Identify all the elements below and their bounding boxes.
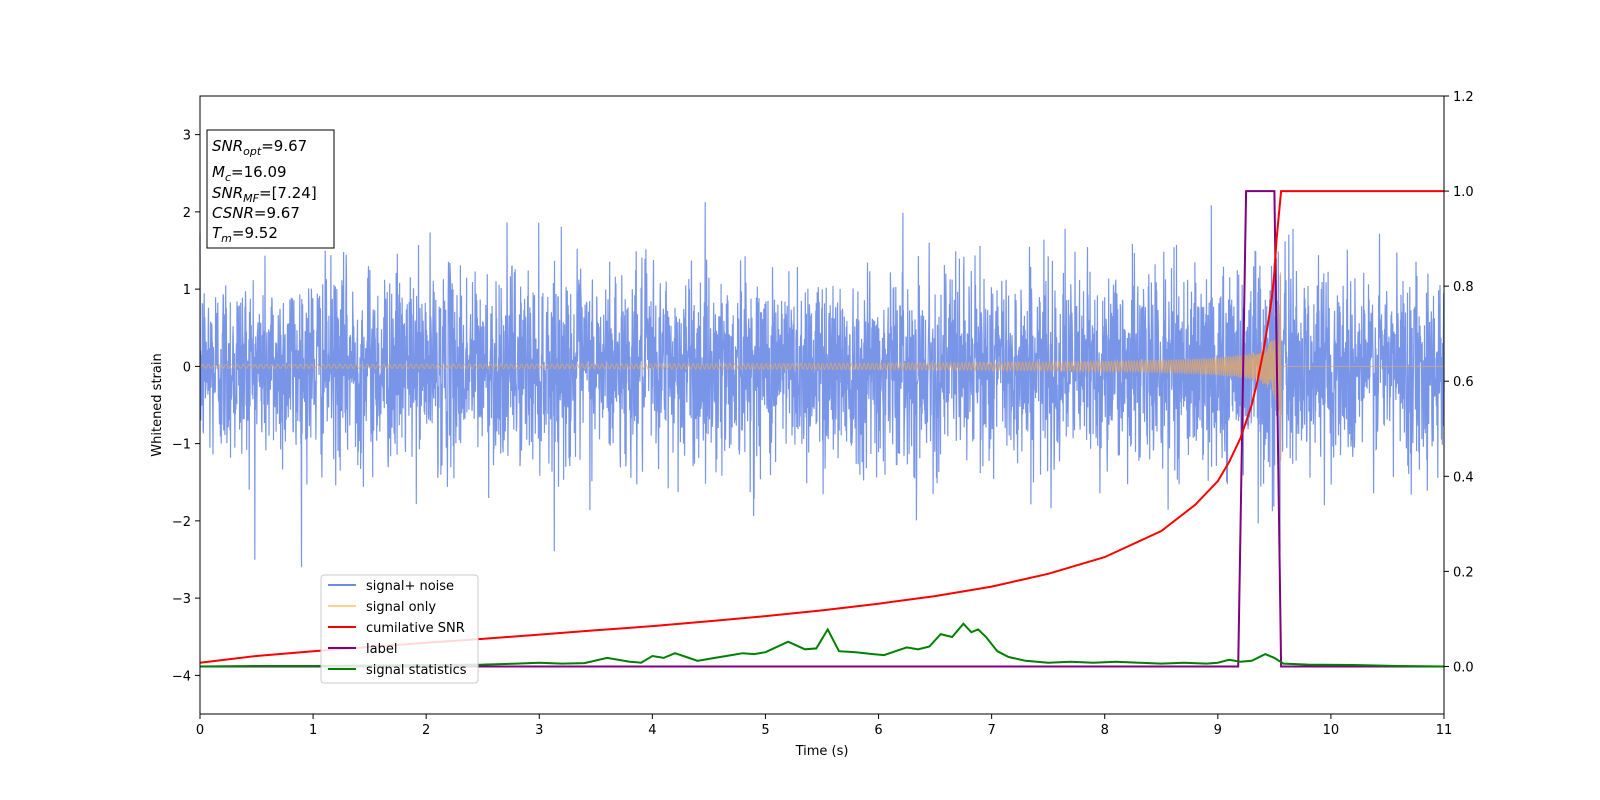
stats-box: SNRopt=9.67 Mc=16.09 SNRMF=[7.24] CSNR=9… bbox=[206, 129, 335, 249]
x-tick-label: 4 bbox=[648, 723, 656, 738]
series-signal-statistics bbox=[199, 622, 1445, 668]
series-cumulative-snr bbox=[199, 190, 1444, 664]
x-tick-label: 10 bbox=[1323, 723, 1340, 738]
x-tick-label: 1 bbox=[309, 723, 317, 738]
y-left-tick-label: −2 bbox=[172, 515, 191, 530]
stats-snr-opt-sub: opt bbox=[243, 145, 262, 158]
x-tick-label: 0 bbox=[196, 723, 204, 738]
stats-snr-mf-main: SNR bbox=[212, 184, 243, 202]
y-right-tick-label: 1.0 bbox=[1453, 185, 1474, 200]
x-axis: 0 1 2 3 4 5 6 7 8 9 10 11 bbox=[196, 714, 1452, 738]
stats-tm: Tm=9.52 bbox=[212, 224, 278, 245]
y-left-tick-label: −3 bbox=[172, 592, 191, 607]
y-right-tick-label: 0.6 bbox=[1453, 375, 1474, 390]
stats-tm-value: =9.52 bbox=[232, 224, 278, 242]
y-right-tick-label: 0.8 bbox=[1453, 280, 1474, 295]
stats-mc: Mc=16.09 bbox=[212, 163, 287, 184]
stats-tm-main: T bbox=[212, 224, 223, 242]
stats-snr-opt-value: =9.67 bbox=[261, 137, 307, 155]
y-axis-right: 0.0 0.2 0.4 0.6 0.8 1.0 1.2 bbox=[1444, 90, 1474, 675]
y-axis-left: −4 −3 −2 −1 0 1 2 3 bbox=[172, 129, 200, 684]
y-left-tick-label: 3 bbox=[183, 129, 191, 144]
stats-csnr-value: =9.67 bbox=[254, 204, 300, 222]
stats-snr-opt-main: SNR bbox=[212, 137, 243, 155]
stats-tm-sub: m bbox=[221, 232, 232, 245]
legend-label-label: label bbox=[366, 642, 397, 657]
legend-label-signal-statistics: signal statistics bbox=[366, 663, 467, 678]
stats-mc-sub: c bbox=[225, 171, 231, 184]
x-axis-label: Time (s) bbox=[795, 744, 849, 759]
x-tick-label: 8 bbox=[1101, 723, 1109, 738]
plot-frame bbox=[199, 95, 1445, 715]
stats-mc-main: M bbox=[212, 163, 225, 181]
legend-label-cumulative-snr: cumilative SNR bbox=[366, 621, 465, 636]
stats-snr-opt: SNRopt=9.67 bbox=[212, 137, 307, 158]
stats-snr-mf-sub: MF bbox=[243, 192, 259, 205]
series-layer bbox=[199, 190, 1445, 668]
x-tick-label: 7 bbox=[987, 723, 995, 738]
y-axis-label: Whitened strain bbox=[150, 353, 165, 456]
legend-frame bbox=[320, 574, 479, 684]
series-label bbox=[200, 190, 1444, 668]
legend-label-signal-only: signal only bbox=[366, 600, 436, 615]
series-signal-only bbox=[199, 272, 1444, 461]
y-right-tick-label: 1.2 bbox=[1453, 90, 1474, 105]
y-right-tick-label: 0.2 bbox=[1453, 565, 1474, 580]
x-tick-label: 6 bbox=[874, 723, 882, 738]
x-tick-label: 11 bbox=[1436, 723, 1453, 738]
stats-csnr: CSNR=9.67 bbox=[212, 204, 300, 222]
y-right-tick-label: 0.4 bbox=[1453, 470, 1474, 485]
x-tick-label: 2 bbox=[422, 723, 430, 738]
legend-label-signal-noise: signal+ noise bbox=[366, 579, 454, 594]
x-tick-label: 3 bbox=[535, 723, 543, 738]
legend: signal+ noise signal only cumilative SNR… bbox=[320, 574, 479, 684]
x-tick-label: 9 bbox=[1214, 723, 1222, 738]
stats-csnr-main: CSNR bbox=[212, 204, 254, 222]
stats-snr-mf-value: =[7.24] bbox=[259, 184, 317, 202]
stats-snr-mf: SNRMF=[7.24] bbox=[212, 184, 317, 205]
stats-box-frame bbox=[206, 129, 335, 249]
x-tick-label: 5 bbox=[761, 723, 769, 738]
y-left-tick-label: −1 bbox=[172, 438, 191, 453]
y-left-tick-label: −4 bbox=[172, 669, 191, 684]
y-right-tick-label: 0.0 bbox=[1453, 660, 1474, 675]
y-left-tick-label: 2 bbox=[183, 206, 191, 221]
stats-mc-value: =16.09 bbox=[231, 163, 287, 181]
y-left-tick-label: 1 bbox=[183, 283, 191, 298]
y-left-tick-label: 0 bbox=[183, 360, 191, 375]
